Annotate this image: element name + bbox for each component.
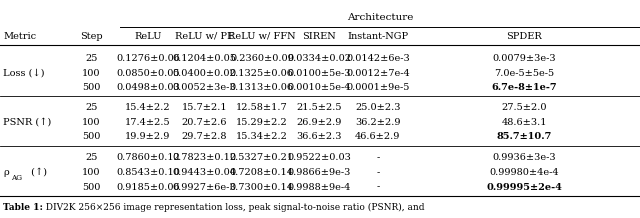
Text: 0.7208±0.14: 0.7208±0.14 [230,168,294,177]
Text: 0.7823±0.12: 0.7823±0.12 [172,153,236,162]
Text: 20.7±2.6: 20.7±2.6 [181,118,227,127]
Text: 19.9±2.9: 19.9±2.9 [125,132,170,141]
Text: 6.7e-8±1e-7: 6.7e-8±1e-7 [492,83,557,92]
Text: 0.9988±9e-4: 0.9988±9e-4 [287,182,351,192]
Text: 0.1204±0.05: 0.1204±0.05 [172,54,236,63]
Text: 0.7300±0.14: 0.7300±0.14 [230,182,294,192]
Text: 500: 500 [82,83,100,92]
Text: 25: 25 [85,54,97,63]
Text: ReLU: ReLU [134,32,161,41]
Text: 46.6±2.9: 46.6±2.9 [355,132,401,141]
Text: Table 1:: Table 1: [3,203,44,212]
Text: 15.7±2.1: 15.7±2.1 [181,103,227,112]
Text: DIV2K 256×256 image representation loss, peak signal-to-noise ratio (PSNR), and: DIV2K 256×256 image representation loss,… [40,203,424,212]
Text: 26.9±2.9: 26.9±2.9 [296,118,342,127]
Text: 0.9936±3e-3: 0.9936±3e-3 [492,153,556,162]
Text: 500: 500 [82,132,100,141]
Text: 0.1325±0.06: 0.1325±0.06 [230,68,294,78]
Text: Loss (↓): Loss (↓) [3,68,45,78]
Text: Metric: Metric [3,32,36,41]
Text: 0.0142±6e-3: 0.0142±6e-3 [346,54,410,63]
Text: 0.7860±0.12: 0.7860±0.12 [116,153,180,162]
Text: 15.29±2.2: 15.29±2.2 [236,118,287,127]
Text: SPDER: SPDER [506,32,542,41]
Text: PSNR (↑): PSNR (↑) [3,118,51,127]
Text: 0.1276±0.06: 0.1276±0.06 [116,54,180,63]
Text: 0.0052±3e-3: 0.0052±3e-3 [172,83,236,92]
Text: 100: 100 [82,118,100,127]
Text: 0.9866±9e-3: 0.9866±9e-3 [287,168,351,177]
Text: Instant-NGP: Instant-NGP [348,32,408,41]
Text: 0.0001±9e-5: 0.0001±9e-5 [346,83,410,92]
Text: ρ: ρ [3,168,9,177]
Text: 85.7±10.7: 85.7±10.7 [497,132,552,141]
Text: -: - [376,182,380,192]
Text: 0.0498±0.03: 0.0498±0.03 [116,83,180,92]
Text: ReLU w/ FFN: ReLU w/ FFN [228,32,296,41]
Text: 7.0e-5±5e-5: 7.0e-5±5e-5 [494,68,554,78]
Text: 0.0010±5e-4: 0.0010±5e-4 [287,83,351,92]
Text: 48.6±3.1: 48.6±3.1 [501,118,547,127]
Text: 36.2±2.9: 36.2±2.9 [355,118,401,127]
Text: 0.0850±0.05: 0.0850±0.05 [116,68,180,78]
Text: SIREN: SIREN [302,32,336,41]
Text: 0.9185±0.06: 0.9185±0.06 [116,182,180,192]
Text: -: - [376,153,380,162]
Text: 0.1313±0.06: 0.1313±0.06 [230,83,294,92]
Text: 0.0100±5e-3: 0.0100±5e-3 [287,68,351,78]
Text: 500: 500 [82,182,100,192]
Text: 0.8543±0.10: 0.8543±0.10 [116,168,180,177]
Text: 29.7±2.8: 29.7±2.8 [181,132,227,141]
Text: 0.9927±6e-3: 0.9927±6e-3 [172,182,236,192]
Text: 17.4±2.5: 17.4±2.5 [125,118,171,127]
Text: ReLU w/ PE: ReLU w/ PE [175,32,234,41]
Text: AG: AG [12,174,22,182]
Text: 100: 100 [82,168,100,177]
Text: Step: Step [80,32,102,41]
Text: 0.0079±3e-3: 0.0079±3e-3 [492,54,556,63]
Text: Architecture: Architecture [347,13,413,22]
Text: 15.4±2.2: 15.4±2.2 [125,103,171,112]
Text: 0.9443±0.04: 0.9443±0.04 [172,168,236,177]
Text: 0.99980±4e-4: 0.99980±4e-4 [490,168,559,177]
Text: 36.6±2.3: 36.6±2.3 [296,132,342,141]
Text: (↑): (↑) [28,168,47,177]
Text: 25: 25 [85,103,97,112]
Text: 12.58±1.7: 12.58±1.7 [236,103,287,112]
Text: 25: 25 [85,153,97,162]
Text: 0.0012±7e-4: 0.0012±7e-4 [346,68,410,78]
Text: 0.5327±0.21: 0.5327±0.21 [230,153,294,162]
Text: 0.2360±0.09: 0.2360±0.09 [230,54,294,63]
Text: 15.34±2.2: 15.34±2.2 [236,132,288,141]
Text: -: - [376,168,380,177]
Text: 0.0400±0.02: 0.0400±0.02 [172,68,236,78]
Text: 25.0±2.3: 25.0±2.3 [355,103,401,112]
Text: 27.5±2.0: 27.5±2.0 [501,103,547,112]
Text: 21.5±2.5: 21.5±2.5 [296,103,342,112]
Text: 0.99995±2e-4: 0.99995±2e-4 [486,182,562,192]
Text: 0.0334±0.02: 0.0334±0.02 [287,54,351,63]
Text: 100: 100 [82,68,100,78]
Text: 0.9522±0.03: 0.9522±0.03 [287,153,351,162]
